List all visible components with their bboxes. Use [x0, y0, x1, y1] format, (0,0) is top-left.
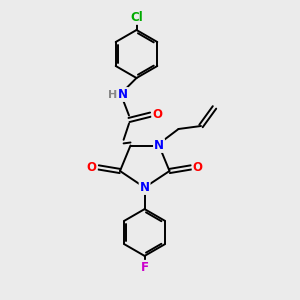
Text: O: O — [152, 108, 162, 121]
Text: H: H — [109, 89, 118, 100]
Text: O: O — [193, 161, 203, 174]
Text: Cl: Cl — [130, 11, 143, 24]
Text: N: N — [118, 88, 128, 101]
Text: N: N — [140, 181, 150, 194]
Text: O: O — [87, 161, 97, 174]
Text: F: F — [141, 261, 148, 274]
Text: N: N — [154, 139, 164, 152]
